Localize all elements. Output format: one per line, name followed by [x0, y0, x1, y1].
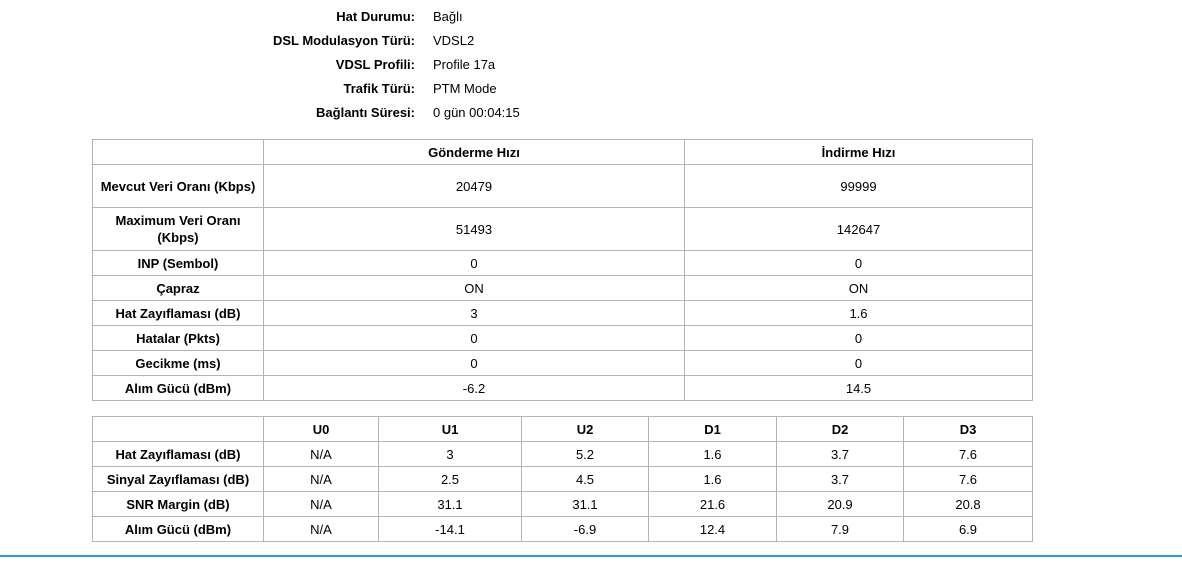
status-value: 0 gün 00:04:15 — [433, 105, 520, 120]
band-value: 6.9 — [903, 516, 1033, 542]
status-value: VDSL2 — [433, 33, 475, 48]
table-header-cell — [92, 416, 264, 442]
table-header-u1: U1 — [378, 416, 522, 442]
download-value: ON — [684, 275, 1033, 301]
row-label: Hat Zayıflaması (dB) — [92, 441, 264, 467]
table-row: Alım Gücü (dBm) -6.2 14.5 — [92, 375, 1033, 401]
upload-value: 0 — [263, 350, 685, 376]
table-row: Çapraz ON ON — [92, 275, 1033, 301]
row-label: Maximum Veri Oranı (Kbps) — [92, 207, 264, 251]
band-value: 7.6 — [903, 466, 1033, 492]
status-value: Bağlı — [433, 9, 463, 24]
table-row: Maximum Veri Oranı (Kbps) 51493 142647 — [92, 207, 1033, 251]
band-value: 21.6 — [648, 491, 777, 517]
table-row: INP (Sembol) 0 0 — [92, 250, 1033, 276]
band-value: 20.8 — [903, 491, 1033, 517]
download-value: 1.6 — [684, 300, 1033, 326]
band-value: 12.4 — [648, 516, 777, 542]
upload-value: 0 — [263, 250, 685, 276]
download-value: 142647 — [684, 207, 1033, 251]
upload-value: 51493 — [263, 207, 685, 251]
upload-value: 0 — [263, 325, 685, 351]
band-value: 3.7 — [776, 466, 904, 492]
table-header-u2: U2 — [521, 416, 649, 442]
page-bottom-divider — [0, 555, 1182, 557]
status-row-modulation: DSL Modulasyon Türü: VDSL2 — [0, 29, 700, 53]
upload-value: 3 — [263, 300, 685, 326]
download-value: 14.5 — [684, 375, 1033, 401]
table-header-d1: D1 — [648, 416, 777, 442]
bands-table: U0 U1 U2 D1 D2 D3 Hat Zayıflaması (dB) N… — [92, 416, 1033, 542]
status-row-profile: VDSL Profili: Profile 17a — [0, 53, 700, 77]
status-value: Profile 17a — [433, 57, 496, 72]
table-header-d3: D3 — [903, 416, 1033, 442]
download-value: 0 — [684, 350, 1033, 376]
row-label: Alım Gücü (dBm) — [92, 375, 264, 401]
row-label: INP (Sembol) — [92, 250, 264, 276]
band-value: 31.1 — [521, 491, 649, 517]
status-row-line-state: Hat Durumu: Bağlı — [0, 5, 700, 29]
row-label: Mevcut Veri Oranı (Kbps) — [92, 164, 264, 208]
table-row: Hat Zayıflaması (dB) N/A 3 5.2 1.6 3.7 7… — [92, 441, 1033, 467]
band-value: 7.6 — [903, 441, 1033, 467]
table-header-download: İndirme Hızı — [684, 139, 1033, 165]
status-value: PTM Mode — [433, 81, 497, 96]
status-label: VDSL Profili: — [335, 57, 415, 72]
status-label: Trafik Türü: — [343, 81, 415, 96]
row-label: Hat Zayıflaması (dB) — [92, 300, 264, 326]
table-header-d2: D2 — [776, 416, 904, 442]
table-header-upload: Gönderme Hızı — [263, 139, 685, 165]
download-value: 0 — [684, 325, 1033, 351]
upload-value: 20479 — [263, 164, 685, 208]
row-label: SNR Margin (dB) — [92, 491, 264, 517]
band-value: N/A — [263, 516, 379, 542]
upload-value: ON — [263, 275, 685, 301]
table-row: Hat Zayıflaması (dB) 3 1.6 — [92, 300, 1033, 326]
table-header-row: U0 U1 U2 D1 D2 D3 — [92, 416, 1033, 442]
band-value: 3.7 — [776, 441, 904, 467]
status-label: Hat Durumu: — [336, 9, 415, 24]
table-row: Hatalar (Pkts) 0 0 — [92, 325, 1033, 351]
table-row: Gecikme (ms) 0 0 — [92, 350, 1033, 376]
band-value: N/A — [263, 466, 379, 492]
rates-table: Gönderme Hızı İndirme Hızı Mevcut Veri O… — [92, 139, 1033, 401]
status-row-traffic-type: Trafik Türü: PTM Mode — [0, 77, 700, 101]
status-label: Bağlantı Süresi: — [316, 105, 415, 120]
download-value: 99999 — [684, 164, 1033, 208]
table-row: Mevcut Veri Oranı (Kbps) 20479 99999 — [92, 164, 1033, 208]
band-value: 1.6 — [648, 441, 777, 467]
row-label: Sinyal Zayıflaması (dB) — [92, 466, 264, 492]
band-value: 7.9 — [776, 516, 904, 542]
status-label: DSL Modulasyon Türü: — [272, 33, 415, 48]
band-value: 31.1 — [378, 491, 522, 517]
table-row: SNR Margin (dB) N/A 31.1 31.1 21.6 20.9 … — [92, 491, 1033, 517]
band-value: 1.6 — [648, 466, 777, 492]
band-value: -14.1 — [378, 516, 522, 542]
band-value: 3 — [378, 441, 522, 467]
band-value: -6.9 — [521, 516, 649, 542]
row-label: Gecikme (ms) — [92, 350, 264, 376]
upload-value: -6.2 — [263, 375, 685, 401]
table-header-cell — [92, 139, 264, 165]
table-header-row: Gönderme Hızı İndirme Hızı — [92, 139, 1033, 165]
band-value: N/A — [263, 441, 379, 467]
line-status-summary: Hat Durumu: Bağlı DSL Modulasyon Türü: V… — [0, 5, 700, 125]
band-value: 5.2 — [521, 441, 649, 467]
band-value: 4.5 — [521, 466, 649, 492]
row-label: Çapraz — [92, 275, 264, 301]
table-row: Sinyal Zayıflaması (dB) N/A 2.5 4.5 1.6 … — [92, 466, 1033, 492]
row-label: Hatalar (Pkts) — [92, 325, 264, 351]
download-value: 0 — [684, 250, 1033, 276]
band-value: 20.9 — [776, 491, 904, 517]
band-value: 2.5 — [378, 466, 522, 492]
status-row-uptime: Bağlantı Süresi: 0 gün 00:04:15 — [0, 101, 700, 125]
table-header-u0: U0 — [263, 416, 379, 442]
row-label: Alım Gücü (dBm) — [92, 516, 264, 542]
band-value: N/A — [263, 491, 379, 517]
table-row: Alım Gücü (dBm) N/A -14.1 -6.9 12.4 7.9 … — [92, 516, 1033, 542]
